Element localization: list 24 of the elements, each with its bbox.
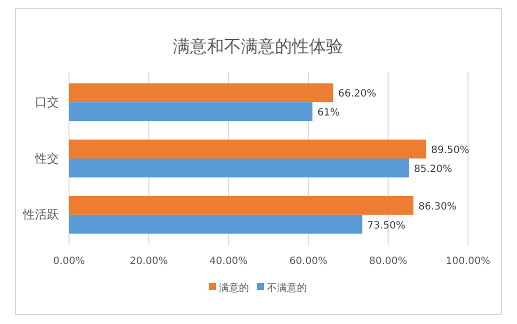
x-tick-label: 0.00% <box>53 256 85 268</box>
x-tick-label: 80.00% <box>369 256 408 268</box>
data-label: 73.50% <box>367 220 406 232</box>
bar <box>69 158 409 178</box>
y-tick-label: 性交 <box>34 151 59 166</box>
data-label: 85.20% <box>414 164 452 175</box>
bar <box>69 214 362 234</box>
y-tick-label: 口交 <box>35 94 59 109</box>
x-tick-label: 20.00% <box>130 256 168 268</box>
chart-title: 满意和不满意的性体验 <box>173 37 343 57</box>
bar <box>69 83 334 102</box>
data-label: 89.50% <box>431 145 470 156</box>
legend-label: 满意的 <box>219 282 249 294</box>
bar <box>69 140 426 158</box>
y-tick-label: 性活跃 <box>22 208 59 222</box>
bar <box>69 196 414 215</box>
data-label: 66.20% <box>338 88 376 100</box>
legend-label: 不满意的 <box>267 282 307 294</box>
bar <box>69 102 312 122</box>
x-tick-label: 100.00% <box>446 256 490 268</box>
x-tick-label: 40.00% <box>210 256 248 268</box>
data-label: 61% <box>317 108 340 119</box>
x-tick-label: 60.00% <box>289 256 328 268</box>
data-label: 86.30% <box>418 201 456 212</box>
